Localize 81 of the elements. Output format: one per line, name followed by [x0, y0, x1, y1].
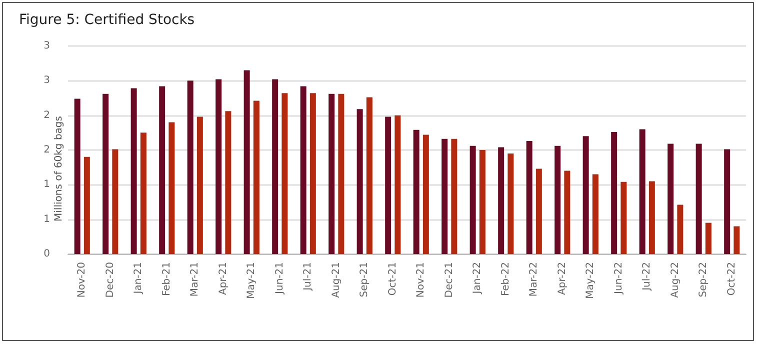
bar	[187, 80, 194, 254]
y-tick-label: 1	[44, 214, 50, 225]
bar	[442, 138, 448, 254]
x-tick-label: Aug-22	[670, 262, 681, 298]
bar	[479, 150, 486, 254]
bar	[140, 132, 146, 254]
bar	[582, 136, 589, 254]
x-tick-label: Apr-22	[556, 262, 568, 295]
bar	[508, 153, 514, 254]
bar	[216, 79, 222, 254]
bar	[102, 94, 109, 254]
x-tick-label: Jun-22	[613, 262, 624, 295]
x-tick-label: Oct-22	[726, 262, 738, 296]
bar	[705, 222, 712, 254]
x-tick-label: Sep-22	[698, 262, 710, 298]
bar	[648, 181, 655, 254]
bar	[196, 116, 203, 254]
bar	[413, 130, 420, 254]
bar	[422, 134, 429, 254]
x-tick-label: Feb-22	[500, 262, 512, 296]
bar	[564, 170, 570, 254]
bar	[328, 94, 335, 254]
x-tick-label: Jun-21	[274, 262, 286, 295]
x-tick-label: May-22	[585, 262, 596, 299]
bar	[74, 98, 80, 254]
bar	[668, 144, 674, 254]
x-tick-label: Nov-20	[76, 262, 88, 298]
x-tick-label: Jan-21	[133, 262, 144, 295]
bar	[734, 226, 740, 254]
x-tick-label: Dec-21	[444, 262, 455, 298]
bar	[300, 86, 306, 254]
bar	[112, 149, 118, 254]
bar	[677, 204, 684, 254]
bar	[282, 93, 288, 254]
x-tick-label: Mar-21	[190, 262, 201, 297]
x-tick-label: Jul-21	[302, 262, 314, 292]
y-tick-label: 2	[44, 144, 50, 156]
bar	[168, 122, 175, 254]
bar	[620, 182, 627, 254]
y-tick-label: 3	[44, 75, 50, 86]
bar	[356, 109, 363, 254]
bar	[696, 144, 702, 254]
bar	[84, 156, 90, 254]
y-tick-label: 2	[44, 110, 50, 121]
x-tick-label: Aug-21	[330, 262, 342, 298]
bar	[225, 111, 232, 254]
bar	[536, 168, 542, 254]
chart-title: Figure 5: Certified Stocks	[19, 12, 195, 28]
bar	[385, 116, 392, 254]
bar	[253, 100, 260, 254]
y-tick-label: 1	[44, 179, 50, 190]
x-tick-label: Sep-21	[359, 262, 370, 298]
bar	[272, 79, 278, 254]
bar	[451, 138, 458, 254]
y-tick-label: 3	[44, 40, 50, 52]
bar	[366, 97, 372, 254]
x-tick-label: Feb-21	[161, 262, 172, 296]
bar	[592, 174, 598, 254]
bar	[724, 149, 730, 254]
bar	[639, 129, 646, 254]
bar	[338, 94, 344, 254]
x-tick-label: Apr-21	[218, 262, 229, 295]
bar	[394, 115, 401, 254]
x-tick-label: Nov-21	[416, 262, 427, 298]
y-tick-label: 0	[44, 248, 50, 260]
bar	[159, 86, 166, 254]
x-tick-label: Oct-21	[387, 262, 398, 296]
bar	[526, 140, 532, 254]
x-tick-label: May-21	[246, 262, 258, 299]
y-axis-title: Millions of 60kg bags	[54, 116, 64, 222]
bar	[244, 70, 250, 254]
x-tick-label: Jan-22	[472, 262, 484, 295]
bar	[130, 88, 137, 254]
bar	[498, 147, 504, 254]
bar	[470, 146, 476, 254]
x-tick-label: Mar-22	[528, 262, 540, 297]
bar	[554, 146, 561, 254]
x-tick-label: Dec-20	[104, 262, 116, 298]
bar	[310, 93, 316, 254]
x-tick-label: Jul-22	[642, 262, 653, 292]
bar	[611, 132, 618, 254]
